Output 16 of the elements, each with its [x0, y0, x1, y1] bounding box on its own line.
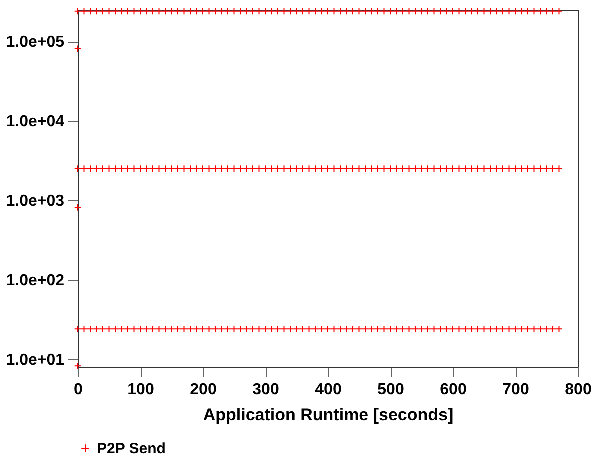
y-tick-label: 1.0e+05 [6, 34, 65, 52]
x-tick-label: 400 [315, 382, 342, 398]
y-tick-label: 1.0e+04 [6, 114, 65, 131]
y-tick-label: 1.0e+01 [6, 352, 65, 369]
x-tick-label: 600 [440, 382, 467, 398]
y-tick-label: 1.0e+02 [6, 272, 65, 290]
x-tick-label: 100 [128, 382, 154, 398]
x-tick-label: 200 [190, 382, 217, 398]
x-tick-label: 0 [74, 382, 84, 398]
x-tick-label: 800 [565, 382, 592, 398]
y-tick-label: 1.0e+03 [6, 192, 65, 210]
x-axis-title: Application Runtime [seconds] [203, 406, 454, 424]
x-tick-label: 700 [502, 382, 530, 398]
x-tick-label: 300 [252, 382, 280, 398]
legend-label: P2P Send [97, 440, 166, 458]
x-tick-label: 500 [378, 382, 404, 398]
